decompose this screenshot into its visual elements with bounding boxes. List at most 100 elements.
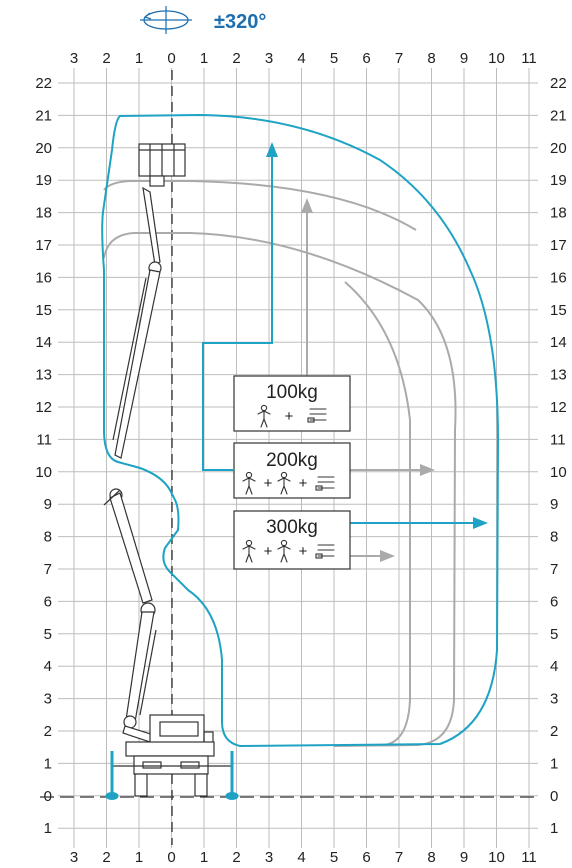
y-tick-label: 19 <box>35 172 52 189</box>
operator-plus: + <box>264 475 273 492</box>
x-tick-label: 6 <box>362 50 370 67</box>
y-tick-label: 9 <box>44 496 52 513</box>
x-tick-label: 4 <box>297 849 305 866</box>
x-tick-label: 2 <box>102 849 110 866</box>
operator-plus: + <box>264 543 273 560</box>
person-icon <box>257 404 271 428</box>
tools-icon <box>315 476 335 491</box>
y-tick-label: 4 <box>44 658 52 675</box>
rotation-label: ±320° <box>214 11 266 33</box>
x-tick-label: 3 <box>265 849 273 866</box>
y-tick-label: 1 <box>550 755 558 772</box>
x-tick-label: 3 <box>70 849 78 866</box>
x-tick-label: 7 <box>395 849 403 866</box>
x-tick-labels-bottom: 3 2 1 0 1 2 3 4 5 6 7 8 9 10 11 <box>70 849 537 866</box>
operator-plus: + <box>299 543 308 560</box>
x-tick-label: 3 <box>265 50 273 67</box>
x-tick-label: 5 <box>330 50 338 67</box>
y-tick-label: 4 <box>550 658 558 675</box>
y-tick-label: 11 <box>550 431 566 448</box>
arrow-100kg-grey-head <box>301 198 313 213</box>
y-tick-label: 14 <box>35 334 52 351</box>
arrow-200kg-grey-head <box>420 464 435 476</box>
grid <box>58 68 538 848</box>
x-tick-label: 7 <box>395 50 403 67</box>
x-tick-label: 1 <box>200 849 208 866</box>
y-tick-label: 6 <box>550 593 558 610</box>
y-tick-label: 3 <box>44 691 52 708</box>
y-tick-label: 22 <box>550 75 567 92</box>
capacity-label-200kg: 200kg <box>266 450 318 471</box>
x-tick-label: 1 <box>135 50 143 67</box>
y-tick-label: 20 <box>35 140 52 157</box>
x-tick-label: 2 <box>102 50 110 67</box>
y-tick-label: 15 <box>550 302 567 319</box>
tools-icon <box>315 544 335 559</box>
y-tick-label: 18 <box>550 205 567 222</box>
y-tick-label: 16 <box>550 269 567 286</box>
y-tick-label: 19 <box>550 172 567 189</box>
y-tick-label: 10 <box>35 464 52 481</box>
y-tick-label: 0 <box>44 788 52 805</box>
y-tick-label: 21 <box>35 107 52 124</box>
y-tick-label: 17 <box>35 237 52 254</box>
y-tick-label: 22 <box>35 75 52 92</box>
y-tick-label: 5 <box>44 626 52 643</box>
y-tick-label: 1 <box>44 755 52 772</box>
x-tick-label: 11 <box>521 50 537 67</box>
rotation-indicator: ±320° <box>140 6 266 34</box>
person-icon <box>277 539 291 563</box>
truck-platform-machine <box>103 143 232 797</box>
y-tick-label: 11 <box>36 431 52 448</box>
y-tick-label: 8 <box>44 529 52 546</box>
capacity-label-300kg: 300kg <box>266 517 318 538</box>
arrow-200kg-blue <box>202 150 273 471</box>
arrow-300kg-blue-head <box>473 517 488 529</box>
x-tick-label: 8 <box>427 849 435 866</box>
y-tick-label: 2 <box>44 723 52 740</box>
x-tick-label: 4 <box>297 50 305 67</box>
y-tick-label: 7 <box>44 561 52 578</box>
x-tick-label: 10 <box>488 50 505 67</box>
capacity-label-100kg: 100kg <box>266 382 318 403</box>
y-tick-label: 10 <box>550 464 567 481</box>
y-tick-label: 18 <box>35 205 52 222</box>
x-tick-label: 3 <box>70 50 78 67</box>
x-tick-label: 0 <box>167 849 175 866</box>
x-tick-label: 5 <box>330 849 338 866</box>
capacity-box-300kg: 300kg + + <box>233 510 351 570</box>
envelope-100kg-grey <box>103 180 457 747</box>
tools-icon <box>307 408 327 423</box>
operator-plus: + <box>299 475 308 492</box>
y-tick-label: 1 <box>550 820 558 837</box>
y-tick-label: 16 <box>35 269 52 286</box>
x-tick-label: 8 <box>427 50 435 67</box>
y-tick-label: 17 <box>550 237 567 254</box>
y-tick-label: 14 <box>550 334 567 351</box>
x-tick-label: 2 <box>232 50 240 67</box>
y-tick-label: 2 <box>550 723 558 740</box>
x-tick-label: 9 <box>460 849 468 866</box>
arrow-300kg-grey-head <box>380 550 395 562</box>
x-tick-label: 1 <box>200 50 208 67</box>
outriggers <box>105 751 239 800</box>
x-tick-label: 1 <box>135 849 143 866</box>
x-tick-label: 2 <box>232 849 240 866</box>
x-tick-label: 11 <box>521 849 537 866</box>
y-tick-label: 8 <box>550 529 558 546</box>
y-tick-label: 9 <box>550 496 558 513</box>
envelope-primary-blue <box>101 113 500 748</box>
person-icon <box>277 471 291 495</box>
y-tick-label: 13 <box>550 367 567 384</box>
x-tick-label: 0 <box>167 50 175 67</box>
y-tick-label: 7 <box>550 561 558 578</box>
x-tick-label: 6 <box>362 849 370 866</box>
y-tick-label: 6 <box>44 593 52 610</box>
person-icon <box>242 539 256 563</box>
y-tick-label: 15 <box>35 302 52 319</box>
work-basket <box>138 143 186 187</box>
y-tick-label: 0 <box>550 788 558 805</box>
capacity-box-100kg: 100kg + <box>233 375 351 432</box>
